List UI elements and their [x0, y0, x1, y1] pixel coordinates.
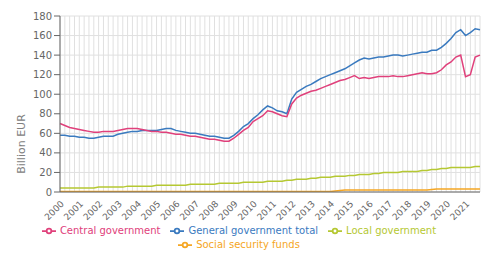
svg-text:20: 20: [39, 167, 52, 178]
svg-text:2006: 2006: [159, 199, 182, 222]
svg-text:2003: 2003: [101, 199, 124, 222]
svg-text:2002: 2002: [81, 199, 104, 222]
svg-text:2013: 2013: [294, 199, 317, 222]
svg-text:2014: 2014: [313, 199, 336, 222]
svg-text:2012: 2012: [274, 199, 297, 222]
svg-text:2015: 2015: [332, 199, 355, 222]
svg-text:2019: 2019: [410, 199, 433, 222]
html-text:Social security funds: Social security funds: [196, 239, 300, 250]
svg-text:2000: 2000: [43, 199, 66, 222]
svg-text:0: 0: [46, 187, 52, 198]
svg-text:120: 120: [33, 69, 52, 80]
svg-text:2017: 2017: [371, 199, 394, 222]
svg-text:2005: 2005: [139, 199, 162, 222]
svg-text:2009: 2009: [216, 199, 239, 222]
svg-text:160: 160: [33, 30, 52, 41]
svg-text:Billion EUR: Billion EUR: [15, 114, 28, 174]
svg-text:180: 180: [33, 11, 52, 22]
svg-text:2007: 2007: [178, 199, 201, 222]
svg-text:2021: 2021: [448, 199, 471, 222]
svg-text:60: 60: [39, 128, 52, 139]
svg-text:2018: 2018: [390, 199, 413, 222]
svg-text:140: 140: [33, 50, 52, 61]
svg-text:2004: 2004: [120, 199, 143, 222]
svg-text:2020: 2020: [429, 199, 452, 222]
svg-text:40: 40: [39, 147, 52, 158]
svg-text:2008: 2008: [197, 199, 220, 222]
svg-text:2001: 2001: [62, 199, 85, 222]
svg-text:2011: 2011: [255, 199, 278, 222]
svg-text:2016: 2016: [352, 199, 375, 222]
svg-text:100: 100: [33, 89, 52, 100]
html-text:Local government: Local government: [346, 225, 437, 236]
svg-text:2010: 2010: [236, 199, 259, 222]
html-text:Central government: Central government: [59, 225, 161, 236]
svg-text:80: 80: [39, 108, 52, 119]
html-text:General government total: General government total: [188, 225, 318, 236]
